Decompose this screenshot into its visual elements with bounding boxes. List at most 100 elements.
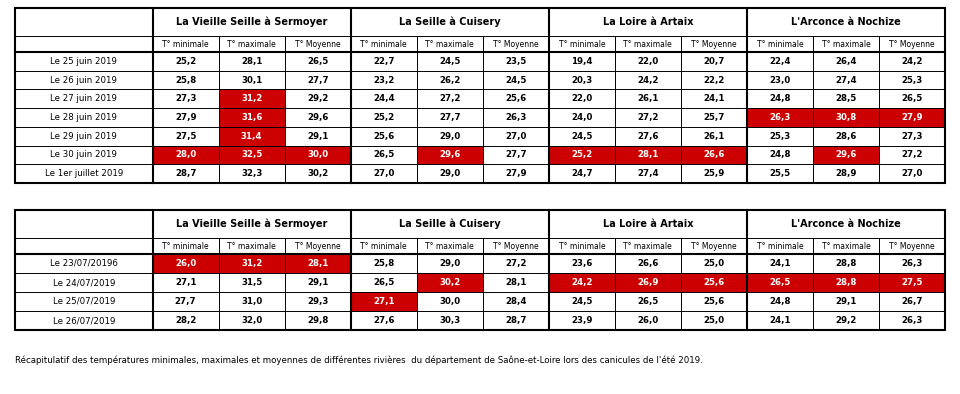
Text: 24,8: 24,8: [769, 297, 791, 306]
Text: Le 30 juin 2019: Le 30 juin 2019: [50, 151, 117, 160]
Text: 27,1: 27,1: [373, 297, 395, 306]
Text: 24,5: 24,5: [439, 57, 461, 66]
Text: 27,9: 27,9: [505, 169, 526, 178]
Text: 27,7: 27,7: [175, 297, 197, 306]
Text: 25,3: 25,3: [901, 76, 923, 85]
Text: 27,1: 27,1: [175, 278, 197, 287]
Text: Le 1er juillet 2019: Le 1er juillet 2019: [45, 169, 123, 178]
Text: 30,2: 30,2: [307, 169, 328, 178]
Text: T° maximale: T° maximale: [822, 242, 871, 251]
Bar: [285, 254, 350, 273]
Text: 28,1: 28,1: [505, 278, 526, 287]
Text: 29,1: 29,1: [835, 297, 856, 306]
Text: T° Moyenne: T° Moyenne: [691, 39, 736, 48]
Text: T° maximale: T° maximale: [228, 242, 276, 251]
Text: 26,9: 26,9: [637, 278, 659, 287]
Text: 27,9: 27,9: [901, 113, 923, 122]
Bar: [219, 145, 285, 164]
Text: 25,2: 25,2: [373, 113, 395, 122]
Text: 24,1: 24,1: [769, 316, 791, 325]
Text: 28,6: 28,6: [835, 132, 856, 141]
Text: T° Moyenne: T° Moyenne: [493, 39, 539, 48]
Text: 29,1: 29,1: [307, 278, 328, 287]
Text: L'Arconce à Nochize: L'Arconce à Nochize: [791, 219, 900, 229]
Bar: [15, 210, 945, 330]
Bar: [813, 145, 879, 164]
Text: 26,5: 26,5: [637, 297, 659, 306]
Text: T° Moyenne: T° Moyenne: [889, 242, 935, 251]
Text: 26,6: 26,6: [704, 151, 725, 160]
Text: 22,2: 22,2: [704, 76, 725, 85]
Text: 28,1: 28,1: [307, 259, 328, 268]
Text: 22,0: 22,0: [571, 94, 592, 103]
Text: 29,3: 29,3: [307, 297, 328, 306]
Bar: [549, 145, 614, 164]
Text: 29,0: 29,0: [439, 259, 461, 268]
Text: 26,5: 26,5: [373, 278, 395, 287]
Text: 20,7: 20,7: [704, 57, 725, 66]
Text: 24,2: 24,2: [901, 57, 923, 66]
Text: 24,4: 24,4: [372, 94, 395, 103]
Text: 29,2: 29,2: [307, 94, 328, 103]
Text: 26,1: 26,1: [637, 94, 659, 103]
Text: Le 23/07/20196: Le 23/07/20196: [50, 259, 118, 268]
Text: 26,7: 26,7: [901, 297, 923, 306]
Text: T° maximale: T° maximale: [228, 39, 276, 48]
Text: 27,6: 27,6: [373, 316, 395, 325]
Text: 24,1: 24,1: [769, 259, 791, 268]
Bar: [285, 145, 350, 164]
Text: 27,3: 27,3: [901, 132, 923, 141]
Text: 32,0: 32,0: [241, 316, 262, 325]
Text: 27,2: 27,2: [439, 94, 461, 103]
Text: 25,0: 25,0: [704, 316, 725, 325]
Text: 29,0: 29,0: [439, 132, 461, 141]
Text: 31,4: 31,4: [241, 132, 262, 141]
Text: 25,0: 25,0: [704, 259, 725, 268]
Text: 25,8: 25,8: [175, 76, 196, 85]
Text: 28,1: 28,1: [637, 151, 659, 160]
Text: 27,7: 27,7: [505, 151, 527, 160]
Text: 25,6: 25,6: [704, 297, 725, 306]
Text: 25,5: 25,5: [769, 169, 790, 178]
Text: Le 26/07/2019: Le 26/07/2019: [53, 316, 115, 325]
Text: 26,2: 26,2: [439, 76, 461, 85]
Text: 26,0: 26,0: [637, 316, 659, 325]
Text: T° Moyenne: T° Moyenne: [493, 242, 539, 251]
Text: 28,1: 28,1: [241, 57, 262, 66]
Bar: [219, 108, 285, 127]
Text: 22,4: 22,4: [769, 57, 791, 66]
Text: 26,3: 26,3: [505, 113, 526, 122]
Text: 24,7: 24,7: [571, 169, 592, 178]
Text: 27,0: 27,0: [373, 169, 395, 178]
Text: 32,5: 32,5: [241, 151, 262, 160]
Text: T° maximale: T° maximale: [623, 39, 672, 48]
Text: 26,5: 26,5: [769, 278, 790, 287]
Bar: [549, 273, 614, 292]
Bar: [350, 292, 417, 311]
Text: 26,5: 26,5: [307, 57, 328, 66]
Text: 26,5: 26,5: [373, 151, 395, 160]
Text: 23,6: 23,6: [571, 259, 592, 268]
Text: 25,3: 25,3: [769, 132, 790, 141]
Text: La Seille à Cuisery: La Seille à Cuisery: [399, 219, 500, 229]
Text: 28,8: 28,8: [835, 278, 856, 287]
Text: 29,1: 29,1: [307, 132, 328, 141]
Text: 20,3: 20,3: [571, 76, 592, 85]
Text: T° minimale: T° minimale: [559, 242, 605, 251]
Text: 30,1: 30,1: [241, 76, 262, 85]
Text: 27,5: 27,5: [175, 132, 197, 141]
Text: 27,9: 27,9: [175, 113, 197, 122]
Text: T° minimale: T° minimale: [360, 39, 407, 48]
Text: L'Arconce à Nochize: L'Arconce à Nochize: [791, 17, 900, 27]
Text: T° Moyenne: T° Moyenne: [295, 242, 341, 251]
Text: 31,6: 31,6: [241, 113, 262, 122]
Text: 29,8: 29,8: [307, 316, 328, 325]
Text: 28,4: 28,4: [505, 297, 526, 306]
Text: T° minimale: T° minimale: [162, 39, 209, 48]
Text: 28,8: 28,8: [835, 259, 856, 268]
Text: 24,1: 24,1: [703, 94, 725, 103]
Text: 28,7: 28,7: [505, 316, 526, 325]
Text: 26,3: 26,3: [769, 113, 791, 122]
Text: T° maximale: T° maximale: [425, 39, 474, 48]
Text: 26,0: 26,0: [175, 259, 196, 268]
